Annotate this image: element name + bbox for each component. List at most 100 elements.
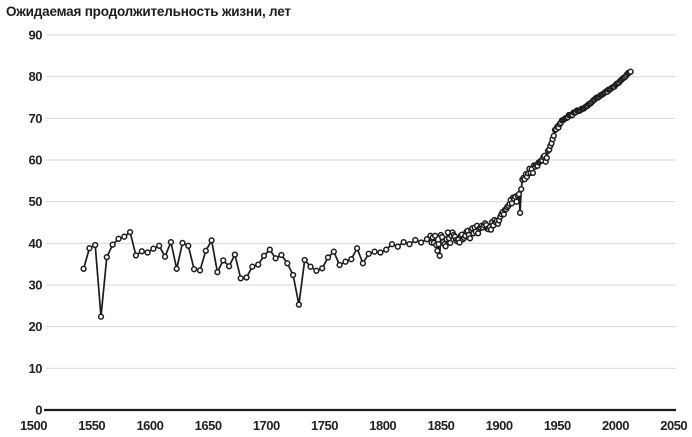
data-point bbox=[431, 232, 439, 239]
data-point bbox=[214, 268, 221, 276]
data-point bbox=[400, 238, 407, 246]
data-point bbox=[371, 248, 378, 255]
data-point bbox=[121, 233, 128, 240]
data-point bbox=[185, 242, 192, 249]
x-tick-label: 1700 bbox=[253, 418, 280, 433]
data-point bbox=[466, 235, 474, 242]
data-point bbox=[627, 68, 634, 75]
data-point bbox=[394, 243, 401, 250]
data-point bbox=[86, 245, 93, 252]
data-point bbox=[220, 257, 227, 264]
x-tick-label: 1900 bbox=[486, 418, 513, 433]
x-tick-label: 2050 bbox=[660, 418, 687, 433]
data-point bbox=[365, 250, 372, 257]
data-point bbox=[208, 237, 215, 244]
data-point bbox=[388, 241, 396, 248]
data-point bbox=[278, 251, 285, 259]
data-point bbox=[92, 241, 99, 249]
y-tick-label: 70 bbox=[29, 111, 43, 126]
y-tick-label: 80 bbox=[29, 69, 43, 84]
y-tick-label: 30 bbox=[29, 278, 43, 293]
data-point bbox=[377, 249, 384, 256]
data-point bbox=[550, 132, 557, 139]
data-point bbox=[307, 263, 314, 270]
data-point bbox=[225, 263, 233, 270]
data-point bbox=[434, 247, 441, 254]
data-line bbox=[82, 70, 632, 318]
data-point bbox=[518, 186, 525, 193]
y-tick-label: 60 bbox=[29, 153, 43, 168]
data-point bbox=[515, 191, 523, 198]
data-point bbox=[144, 249, 151, 256]
data-point bbox=[348, 256, 355, 263]
data-point bbox=[179, 239, 186, 247]
x-tick-label: 1500 bbox=[20, 418, 47, 433]
data-point bbox=[330, 248, 337, 255]
data-point bbox=[313, 267, 320, 274]
data-point bbox=[447, 239, 454, 247]
data-point bbox=[231, 251, 239, 258]
data-point bbox=[266, 246, 273, 253]
data-point bbox=[132, 252, 140, 259]
data-point bbox=[295, 301, 303, 308]
x-tick-label: 1850 bbox=[427, 418, 454, 433]
data-point bbox=[543, 154, 550, 162]
data-point bbox=[406, 241, 413, 248]
x-tick-label: 1550 bbox=[78, 418, 105, 433]
y-tick-label: 50 bbox=[29, 194, 43, 209]
data-point bbox=[190, 266, 198, 273]
data-point bbox=[202, 247, 209, 254]
data-point bbox=[260, 252, 268, 259]
data-point bbox=[436, 252, 443, 259]
data-point bbox=[383, 246, 390, 253]
data-point bbox=[284, 260, 291, 267]
data-point bbox=[243, 274, 250, 281]
data-point bbox=[173, 265, 180, 272]
data-point bbox=[336, 261, 343, 269]
data-point bbox=[319, 265, 326, 272]
data-point bbox=[516, 209, 524, 217]
x-tick-label: 1650 bbox=[195, 418, 222, 433]
data-point bbox=[359, 260, 367, 267]
data-point bbox=[115, 235, 122, 242]
data-point bbox=[109, 241, 116, 248]
data-point bbox=[237, 275, 244, 282]
data-point bbox=[324, 254, 332, 261]
x-tick-label: 1600 bbox=[136, 418, 163, 433]
y-tick-label: 20 bbox=[29, 319, 43, 334]
data-point bbox=[97, 313, 105, 320]
x-tick-label: 2000 bbox=[602, 418, 629, 433]
data-point bbox=[156, 242, 163, 249]
x-tick-label: 1800 bbox=[369, 418, 396, 433]
data-point bbox=[126, 228, 134, 236]
data-point bbox=[138, 248, 145, 255]
chart-title: Ожидаемая продолжительность жизни, лет bbox=[6, 4, 291, 19]
data-point bbox=[80, 265, 87, 272]
y-tick-label: 0 bbox=[35, 403, 42, 418]
data-point bbox=[417, 239, 425, 246]
data-point bbox=[529, 169, 537, 177]
data-point bbox=[249, 263, 256, 270]
y-tick-label: 40 bbox=[29, 236, 43, 251]
data-point bbox=[342, 258, 349, 265]
data-point bbox=[513, 198, 520, 205]
data-point bbox=[442, 243, 449, 250]
x-tick-label: 1950 bbox=[544, 418, 571, 433]
data-point bbox=[423, 236, 431, 243]
data-point bbox=[289, 271, 297, 279]
data-point bbox=[103, 253, 110, 261]
data-point bbox=[412, 236, 419, 244]
data-point bbox=[161, 253, 169, 260]
y-tick-label: 90 bbox=[29, 28, 43, 43]
data-point bbox=[196, 267, 204, 274]
data-point bbox=[272, 255, 279, 262]
x-tick-label: 1750 bbox=[311, 418, 338, 433]
y-tick-label: 10 bbox=[29, 361, 43, 376]
data-point bbox=[150, 245, 157, 252]
data-point bbox=[255, 261, 262, 268]
data-point bbox=[167, 238, 175, 246]
data-point bbox=[301, 256, 308, 264]
data-point bbox=[353, 245, 361, 252]
